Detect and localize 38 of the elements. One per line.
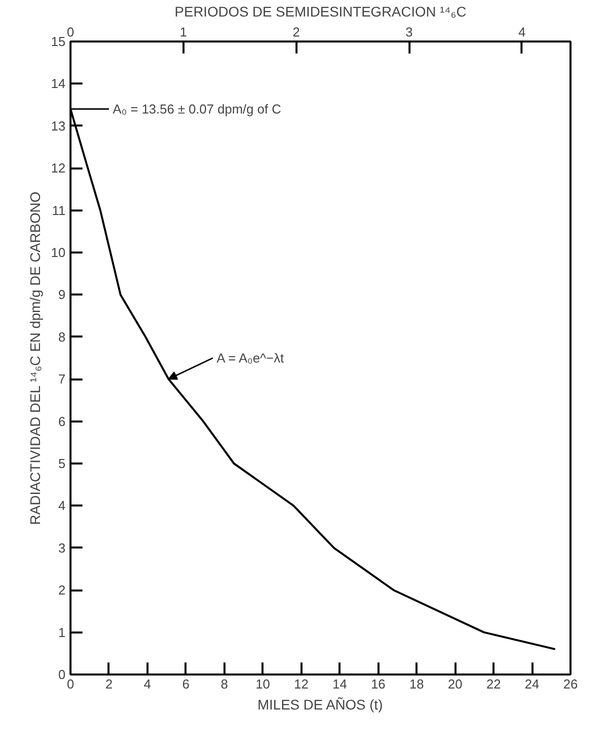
x2-tick-label: 1 xyxy=(180,24,187,40)
x-tick-label: 4 xyxy=(144,676,152,692)
y-axis-title: RADIACTIVIDAD DEL ¹⁴₆C EN dpm/g DE CARBONO xyxy=(27,192,44,525)
y-tick-label: 6 xyxy=(58,414,66,429)
x-tick-label: 6 xyxy=(182,676,190,692)
x-tick-label: 2 xyxy=(105,676,113,692)
x-tick-label: 16 xyxy=(370,676,386,692)
y-tick-label: 4 xyxy=(58,498,66,514)
y-tick-label: 10 xyxy=(51,245,66,260)
x2-tick-label: 3 xyxy=(405,24,413,40)
x2-tick-label: 2 xyxy=(292,24,300,40)
x2-tick-label: 4 xyxy=(518,24,526,40)
x-tick-label: 26 xyxy=(563,676,578,692)
x-tick-label: 24 xyxy=(524,676,540,692)
y-tick-label: 14 xyxy=(51,76,66,92)
y-tick-label: 0 xyxy=(58,667,66,682)
y-tick-label: 1 xyxy=(58,624,66,640)
annotation: A = A₀e^−λt xyxy=(216,350,284,366)
x-tick-label: 14 xyxy=(332,676,347,692)
x-tick-label: 12 xyxy=(294,676,309,692)
x-tick-label: 10 xyxy=(256,676,270,692)
x-tick-label: 8 xyxy=(220,676,228,692)
y-tick-label: 7 xyxy=(58,372,66,387)
y-tick-label: 12 xyxy=(51,160,66,176)
y-tick-label: 5 xyxy=(58,456,66,471)
x-tick-label: 18 xyxy=(409,676,424,692)
y-tick-label: 11 xyxy=(52,202,66,218)
y-tick-label: 2 xyxy=(58,582,66,598)
y-tick-label: 3 xyxy=(58,540,66,556)
y-tick-label: 15 xyxy=(51,34,66,49)
x2-axis-title: PERIODOS DE SEMIDESINTEGRACION ¹⁴₆C xyxy=(174,4,466,20)
x-tick-label: 22 xyxy=(486,676,501,692)
y-tick-label: 8 xyxy=(58,329,66,344)
annotation: A₀ = 13.56 ± 0.07 dpm/g of C xyxy=(112,102,282,117)
y-tick-label: 13 xyxy=(51,118,66,134)
x-axis-title: MILES DE AÑOS (t) xyxy=(257,696,383,712)
y-tick-label: 9 xyxy=(58,287,66,302)
x-tick-label: 20 xyxy=(448,676,462,692)
